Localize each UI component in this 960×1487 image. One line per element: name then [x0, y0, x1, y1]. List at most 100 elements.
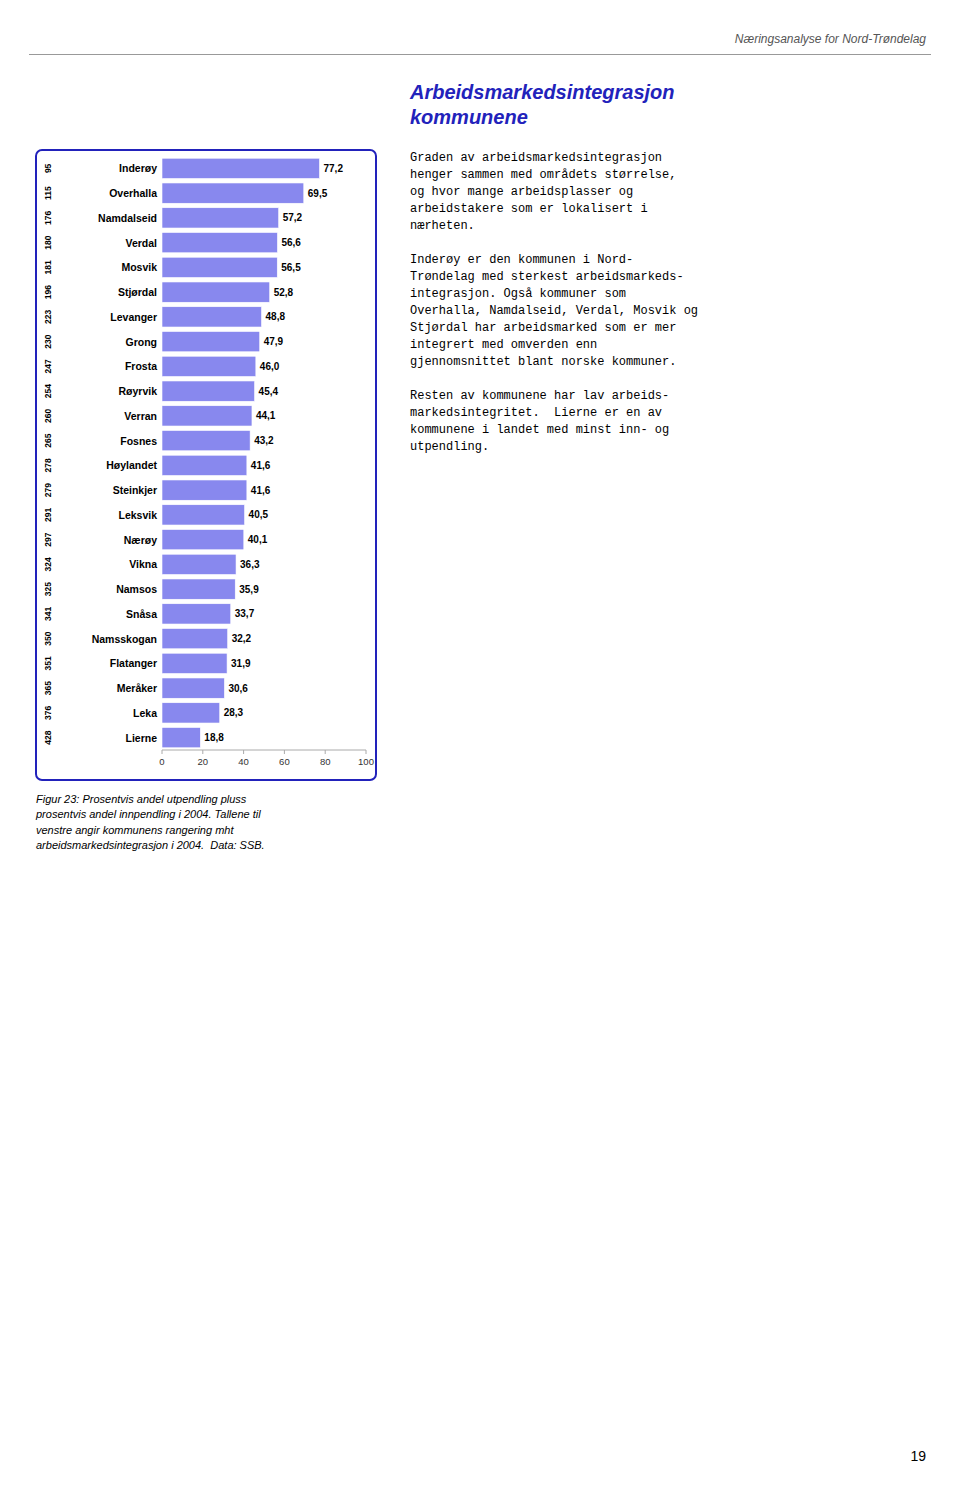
value-label: 36,3: [240, 559, 260, 570]
row-separator: [162, 230, 366, 231]
rank-label: 115: [43, 186, 53, 200]
bar: [162, 282, 270, 302]
row-separator: [162, 552, 366, 553]
bar: [162, 505, 245, 525]
bar: [162, 604, 231, 624]
x-axis-line: [162, 750, 366, 751]
rank-label: 376: [43, 706, 53, 720]
bar: [162, 208, 279, 228]
rank-label: 260: [43, 409, 53, 423]
x-tick: [202, 750, 203, 754]
bar: [162, 480, 247, 500]
chart-border: [36, 150, 376, 780]
rank-label: 351: [43, 656, 53, 670]
rank-label: 196: [43, 285, 53, 299]
x-tick-label: 100: [358, 756, 374, 767]
value-label: 31,9: [231, 658, 251, 669]
value-label: 52,8: [274, 287, 294, 298]
rank-label: 278: [43, 458, 53, 472]
row-separator: [162, 626, 366, 627]
row-separator: [162, 576, 366, 577]
value-label: 43,2: [254, 435, 274, 446]
bar: [162, 232, 277, 252]
bar: [162, 703, 220, 723]
category-label: Verran: [124, 410, 157, 422]
value-label: 40,5: [249, 509, 269, 520]
category-label: Leksvik: [118, 509, 157, 521]
category-label: Namsos: [116, 583, 157, 595]
value-label: 28,3: [224, 707, 244, 718]
chart: 77,2Inderøy9569,5Overhalla11557,2Namdals…: [0, 0, 960, 800]
rank-label: 365: [43, 681, 53, 695]
rank-label: 181: [43, 260, 53, 274]
value-label: 45,4: [259, 386, 279, 397]
category-label: Namsskogan: [92, 633, 157, 645]
page-number: 19: [910, 1448, 926, 1464]
x-tick-label: 20: [198, 756, 209, 767]
row-separator: [162, 477, 366, 478]
row-separator: [162, 403, 366, 404]
value-label: 56,5: [281, 262, 301, 273]
row-separator: [162, 279, 366, 280]
category-label: Levanger: [110, 311, 157, 323]
value-label: 33,7: [235, 608, 255, 619]
bar: [162, 678, 224, 698]
bar: [162, 257, 277, 277]
section-heading: Arbeidsmarkedsintegrasjon kommunene: [410, 80, 675, 130]
row-separator: [162, 675, 366, 676]
rank-label: 341: [43, 607, 53, 621]
rank-label: 95: [43, 163, 53, 173]
category-label: Leka: [133, 707, 157, 719]
value-label: 41,6: [251, 485, 271, 496]
value-label: 41,6: [251, 460, 271, 471]
row-separator: [162, 651, 366, 652]
value-label: 69,5: [308, 188, 328, 199]
x-tick: [243, 750, 244, 754]
row-separator: [162, 205, 366, 206]
x-tick: [162, 750, 163, 754]
rank-label: 180: [43, 235, 53, 249]
category-label: Mosvik: [121, 261, 157, 273]
value-label: 46,0: [260, 361, 280, 372]
bar: [162, 455, 247, 475]
x-tick-label: 80: [320, 756, 331, 767]
bar: [162, 727, 200, 747]
value-label: 35,9: [239, 584, 259, 595]
x-axis: 0 20 40 60 80 100: [159, 750, 374, 767]
rank-label: 350: [43, 631, 53, 645]
value-label: 57,2: [283, 212, 303, 223]
rank-label: 279: [43, 483, 53, 497]
bar: [162, 406, 252, 426]
rank-label: 230: [43, 334, 53, 348]
x-tick-label: 0: [159, 756, 164, 767]
rank-label: 428: [43, 730, 53, 744]
row-separator: [162, 304, 366, 305]
category-label: Grong: [126, 336, 158, 348]
row-separator: [162, 725, 366, 726]
bar: [162, 307, 262, 327]
category-label: Lierne: [125, 732, 157, 744]
value-label: 56,6: [281, 237, 301, 248]
x-tick-label: 60: [279, 756, 290, 767]
value-label: 40,1: [248, 534, 268, 545]
x-tick-label: 40: [238, 756, 249, 767]
row-separator: [162, 601, 366, 602]
bar: [162, 183, 304, 203]
row-separator: [162, 378, 366, 379]
rank-label: 223: [43, 310, 53, 324]
rank-label: 176: [43, 211, 53, 225]
page: {"chart_data": {"type": "bar", "orientat…: [0, 0, 960, 1487]
row-separator: [162, 255, 366, 256]
value-label: 18,8: [204, 732, 224, 743]
bar: [162, 653, 227, 673]
labels: 77,2Inderøy9569,5Overhalla11557,2Namdals…: [43, 162, 343, 744]
category-label: Snåsa: [126, 608, 157, 620]
rank-label: 254: [43, 384, 53, 398]
category-label: Stjørdal: [118, 286, 157, 298]
bar: [162, 554, 236, 574]
rank-label: 324: [43, 557, 53, 571]
category-label: Meråker: [117, 682, 157, 694]
value-label: 77,2: [323, 163, 343, 174]
bar: [162, 579, 235, 599]
category-label: Inderøy: [119, 162, 157, 174]
